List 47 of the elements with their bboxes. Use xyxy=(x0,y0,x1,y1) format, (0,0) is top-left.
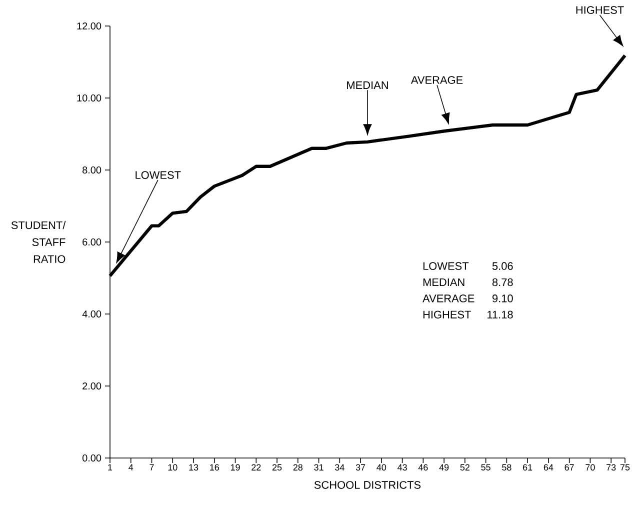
x-tick-label: 34 xyxy=(335,464,344,471)
x-axis-title: SCHOOL DISTRICTS xyxy=(314,481,421,489)
y-tick-label: 2.00 xyxy=(82,382,102,390)
x-tick-label: 13 xyxy=(189,464,198,471)
annotation: AVERAGE xyxy=(410,76,463,84)
y-axis-title: STUDENT/ STAFF RATIO xyxy=(11,221,66,263)
x-tick-label: 58 xyxy=(502,464,512,471)
x-tick-label: 70 xyxy=(586,464,595,471)
y-tick-label: 10.00 xyxy=(77,94,102,102)
x-tick-label: 7 xyxy=(150,464,154,470)
x-tick-label: 49 xyxy=(439,464,449,471)
x-tick-label: 19 xyxy=(230,464,240,471)
x-tick-label: 64 xyxy=(544,464,554,471)
annotation: LOWEST xyxy=(423,262,469,270)
x-tick-label: 52 xyxy=(460,464,470,471)
annotation: MEDIAN xyxy=(423,278,464,286)
y-tick-label: 12.00 xyxy=(77,22,102,30)
x-tick-label: 1 xyxy=(108,464,112,470)
annotation: LOWEST xyxy=(136,171,181,179)
x-tick-label: 10 xyxy=(168,464,178,471)
text: HIGHEST xyxy=(576,6,624,14)
y-tick-label: 8.00 xyxy=(82,166,102,174)
y-tick-label: 4.00 xyxy=(82,310,102,318)
y-tick-label: 0.00 xyxy=(82,454,102,462)
x-tick-label: 46 xyxy=(418,464,428,471)
x-tick-label: 55 xyxy=(481,464,490,470)
x-tick-label: 22 xyxy=(252,464,261,470)
annotation: HIGHEST xyxy=(423,310,471,318)
x-tick-label: 75 xyxy=(620,464,630,470)
x-tick-label: 16 xyxy=(210,464,219,471)
y-tick-label: 6.00 xyxy=(82,238,102,246)
annotation: AVERAGE xyxy=(422,294,474,302)
x-tick-label: 37 xyxy=(356,464,366,471)
annotation: 9.10 xyxy=(492,294,513,302)
x-tick-label: 4 xyxy=(128,464,134,470)
x-tick-label: 25 xyxy=(272,464,282,471)
annotation: 8.78 xyxy=(492,278,513,286)
x-tick-label: 40 xyxy=(376,464,386,471)
x-tick-label: 28 xyxy=(293,464,302,471)
annotation: 11.18 xyxy=(488,310,513,318)
annotation: 5.06 xyxy=(492,262,513,270)
x-tick-label: 61 xyxy=(523,464,532,471)
x-tick-label: 31 xyxy=(314,464,324,471)
annotation: MEDIAN xyxy=(347,81,388,89)
x-tick-label: 73 xyxy=(606,464,616,471)
x-tick-label: 67 xyxy=(564,464,574,471)
x-tick-label: 43 xyxy=(398,464,407,471)
